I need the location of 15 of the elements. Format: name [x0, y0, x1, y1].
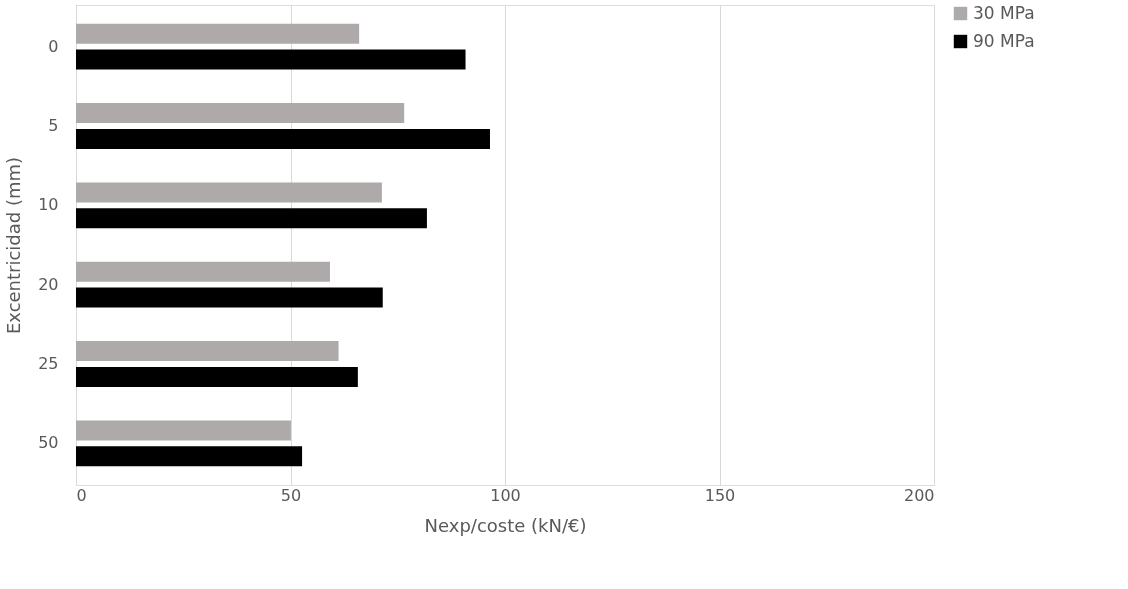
y-tick-label: 0: [48, 36, 59, 56]
legend-label: 30 MPa: [973, 2, 1035, 23]
y-axis-title: Excentricidad (mm): [3, 156, 25, 335]
y-tick-label: 5: [48, 115, 59, 135]
y-tick-label: 20: [38, 274, 59, 294]
x-axis-title: Nexp/coste (kN/€): [424, 514, 587, 536]
x-tick-label: 100: [490, 485, 521, 505]
legend-label: 90 MPa: [973, 30, 1035, 51]
y-tick-label: 10: [38, 195, 59, 215]
y-tick-label: 25: [38, 354, 59, 374]
x-tick-label: 0: [76, 485, 87, 505]
y-tick-label: 50: [38, 433, 59, 453]
x-tick-label: 200: [903, 485, 935, 505]
x-tick-label: 50: [280, 485, 302, 505]
x-tick-label: 150: [704, 485, 736, 505]
